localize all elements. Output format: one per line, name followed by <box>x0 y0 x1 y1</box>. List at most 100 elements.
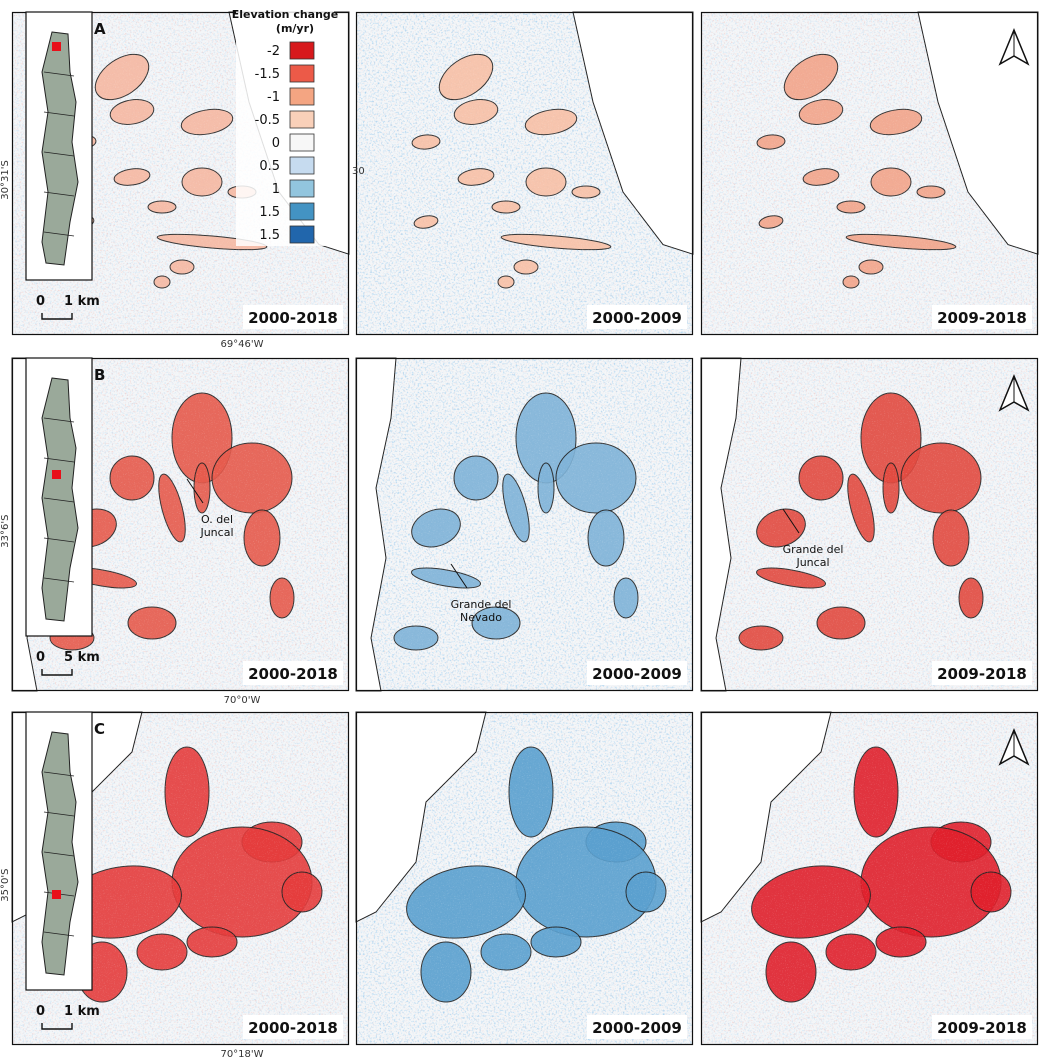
speckle-texture <box>701 712 1038 1045</box>
map-panel-a-3: 2009-2018 <box>700 11 1039 336</box>
speckle-texture <box>701 12 1038 335</box>
locator-divider <box>43 151 75 157</box>
legend-swatch <box>289 64 315 83</box>
period-label-box <box>587 1015 687 1039</box>
locator-divider <box>43 111 75 117</box>
north-arrow-icon <box>998 374 1030 412</box>
glacier-label-line1: Grande del <box>783 543 844 556</box>
panel-frame <box>11 711 350 1046</box>
period-label-box <box>587 661 687 685</box>
legend-swatch <box>289 179 315 198</box>
legend-swatch <box>289 225 315 244</box>
region-locator-map <box>41 377 79 622</box>
period-label: 2000-2009 <box>592 1019 682 1037</box>
speckle-texture <box>356 12 693 335</box>
locator-divider <box>43 191 75 197</box>
period-label: 2009-2018 <box>937 309 1027 327</box>
locator-divider <box>43 811 75 817</box>
map-panel-c-1: 2000-2018 C 0 1 km <box>11 711 350 1046</box>
locator-marker <box>52 470 61 479</box>
legend: Elevation change(m/yr) -2 -1.5 -1 -0.5 0 0.5 1 1… <box>232 6 338 246</box>
map-panel-c-3: 2009-2018 <box>700 711 1039 1046</box>
glacier-leader-line <box>782 508 800 534</box>
legend-swatch <box>289 133 315 152</box>
legend-label: 0.5 <box>259 159 280 174</box>
speckle-texture <box>356 358 693 691</box>
period-label: 2000-2018 <box>248 309 338 327</box>
locator-divider <box>43 931 75 937</box>
locator-divider <box>43 231 75 237</box>
glacier-label-line1: Grande del <box>451 598 512 611</box>
period-label: 2000-2018 <box>248 1019 338 1037</box>
legend-label: -1.5 <box>255 67 280 82</box>
panel-frame <box>355 357 694 692</box>
period-label-box <box>587 305 687 329</box>
longitude-label: 70°0'W <box>224 695 261 706</box>
longitude-label: 69°46'W <box>220 339 263 350</box>
legend-title-units: (m/yr) <box>276 22 314 35</box>
map-panel-c-2: 2000-2009 <box>355 711 694 1046</box>
scale-start: 0 <box>36 294 45 309</box>
locator-divider <box>43 851 75 857</box>
locator-marker <box>52 42 61 51</box>
speckle-texture <box>701 358 1038 691</box>
panel-letter: B <box>94 366 105 384</box>
scale-start: 0 <box>36 1004 45 1019</box>
panel-frame <box>355 711 694 1046</box>
period-label: 2009-2018 <box>937 1019 1027 1037</box>
locator-divider <box>43 497 75 503</box>
period-label-box <box>243 661 343 685</box>
north-arrow-icon <box>998 728 1030 766</box>
glacier-label-line2: Juncal <box>199 526 233 539</box>
legend-swatch <box>289 41 315 60</box>
legend-label: -2 <box>267 44 280 59</box>
scale-bar <box>41 669 73 676</box>
region-locator-map <box>41 731 79 976</box>
glacier-leader-line <box>186 478 204 504</box>
period-label-box <box>932 305 1032 329</box>
legend-label: -1 <box>267 90 280 105</box>
map-panel-a-2: 2000-2009 <box>355 11 694 336</box>
scale-start: 0 <box>36 650 45 665</box>
period-label-box <box>243 1015 343 1039</box>
locator-divider <box>43 577 75 583</box>
panel-frame <box>700 357 1039 692</box>
period-label-box <box>243 305 343 329</box>
legend-label: 1.5 <box>259 228 280 243</box>
legend-swatch <box>289 202 315 221</box>
latitude-label: 30°31'S <box>0 160 11 200</box>
period-label-box <box>932 661 1032 685</box>
scale-bar <box>41 1023 73 1030</box>
period-label: 2000-2018 <box>248 665 338 683</box>
region-locator-map <box>41 31 79 266</box>
glacier-label-line2: Nevado <box>460 611 502 624</box>
panel-frame <box>700 11 1039 336</box>
locator-divider <box>43 537 75 543</box>
panel-letter: A <box>94 20 106 38</box>
locator-divider <box>43 771 75 777</box>
panel-frame <box>11 11 350 336</box>
panel-frame <box>11 357 350 692</box>
locator-marker <box>52 890 61 899</box>
locator-divider <box>43 417 75 423</box>
scale-end: 1 km <box>64 294 100 309</box>
period-label: 2000-2009 <box>592 665 682 683</box>
legend-swatch <box>289 156 315 175</box>
legend-label: -0.5 <box>255 113 280 128</box>
legend-label: 1 <box>272 182 280 197</box>
legend-background <box>236 6 334 246</box>
panel-frame <box>700 711 1039 1046</box>
longitude-label: 70°18'W <box>220 1049 263 1060</box>
glacier-leader-line <box>450 563 468 589</box>
legend-label: 0 <box>272 136 280 151</box>
legend-swatch <box>289 87 315 106</box>
panel-frame <box>355 11 694 336</box>
north-arrow-icon <box>998 28 1030 66</box>
legend-swatch <box>289 110 315 129</box>
locator-divider <box>43 457 75 463</box>
glacier-label-line2: Juncal <box>795 556 829 569</box>
period-label-box <box>932 1015 1032 1039</box>
